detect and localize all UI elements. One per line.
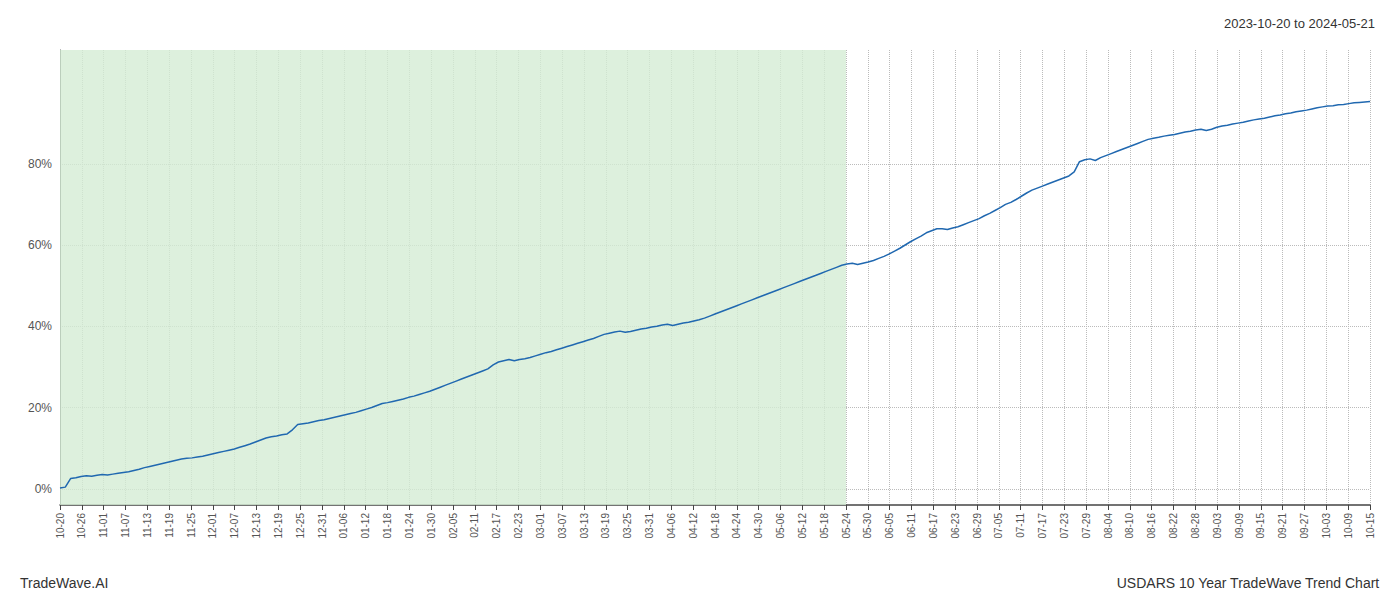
svg-text:06-17: 06-17 <box>928 513 939 539</box>
svg-text:12-19: 12-19 <box>273 513 284 539</box>
svg-text:USDARS 10 Year TradeWave Trend: USDARS 10 Year TradeWave Trend Chart <box>1117 575 1380 591</box>
svg-text:06-11: 06-11 <box>906 513 917 538</box>
svg-text:12-01: 12-01 <box>207 513 218 539</box>
svg-text:01-24: 01-24 <box>404 513 415 539</box>
svg-text:04-18: 04-18 <box>710 513 721 539</box>
svg-text:04-30: 04-30 <box>753 513 764 539</box>
svg-text:09-09: 09-09 <box>1234 513 1245 539</box>
svg-text:01-12: 01-12 <box>360 513 371 539</box>
svg-text:06-29: 06-29 <box>972 513 983 539</box>
svg-text:08-22: 08-22 <box>1168 513 1179 539</box>
svg-text:02-05: 02-05 <box>448 513 459 539</box>
svg-text:01-06: 01-06 <box>338 513 349 539</box>
svg-text:05-30: 05-30 <box>862 513 873 539</box>
svg-text:12-25: 12-25 <box>295 513 306 539</box>
svg-text:12-13: 12-13 <box>251 513 262 539</box>
svg-text:03-01: 03-01 <box>535 513 546 539</box>
svg-text:0%: 0% <box>35 482 53 496</box>
svg-text:02-17: 02-17 <box>491 513 502 539</box>
svg-text:60%: 60% <box>28 238 52 252</box>
svg-text:80%: 80% <box>28 157 52 171</box>
svg-text:05-06: 05-06 <box>775 513 786 539</box>
svg-text:08-16: 08-16 <box>1146 513 1157 539</box>
svg-text:TradeWave.AI: TradeWave.AI <box>20 575 108 591</box>
svg-text:03-13: 03-13 <box>579 513 590 539</box>
svg-text:04-06: 04-06 <box>666 513 677 539</box>
svg-text:09-21: 09-21 <box>1277 513 1288 539</box>
svg-text:20%: 20% <box>28 401 52 415</box>
svg-text:03-31: 03-31 <box>644 513 655 539</box>
svg-text:40%: 40% <box>28 319 52 333</box>
svg-text:06-23: 06-23 <box>950 513 961 539</box>
svg-text:11-07: 11-07 <box>120 513 131 538</box>
svg-text:07-11: 07-11 <box>1015 513 1026 538</box>
svg-text:02-23: 02-23 <box>513 513 524 539</box>
svg-text:02-11: 02-11 <box>469 513 480 538</box>
svg-text:03-07: 03-07 <box>557 513 568 539</box>
svg-text:01-30: 01-30 <box>426 513 437 539</box>
svg-text:09-03: 09-03 <box>1212 513 1223 539</box>
svg-text:12-07: 12-07 <box>229 513 240 539</box>
svg-text:10-09: 10-09 <box>1343 513 1354 539</box>
svg-text:08-10: 08-10 <box>1124 513 1135 539</box>
svg-text:07-05: 07-05 <box>993 513 1004 539</box>
svg-text:04-24: 04-24 <box>731 513 742 539</box>
svg-text:09-27: 09-27 <box>1299 513 1310 539</box>
svg-text:08-28: 08-28 <box>1190 513 1201 539</box>
svg-text:11-13: 11-13 <box>142 513 153 538</box>
svg-text:03-25: 03-25 <box>622 513 633 539</box>
svg-text:11-19: 11-19 <box>164 513 175 538</box>
svg-text:07-17: 07-17 <box>1037 513 1048 539</box>
svg-text:05-12: 05-12 <box>797 513 808 539</box>
svg-text:10-15: 10-15 <box>1365 513 1376 539</box>
svg-text:01-18: 01-18 <box>382 513 393 539</box>
svg-text:09-15: 09-15 <box>1255 513 1266 539</box>
svg-text:11-25: 11-25 <box>186 513 197 538</box>
svg-text:12-31: 12-31 <box>317 513 328 539</box>
svg-text:10-20: 10-20 <box>55 513 66 539</box>
svg-text:10-26: 10-26 <box>76 513 87 539</box>
svg-text:07-23: 07-23 <box>1059 513 1070 539</box>
svg-text:10-03: 10-03 <box>1321 513 1332 539</box>
svg-text:04-12: 04-12 <box>688 513 699 539</box>
svg-text:05-18: 05-18 <box>819 513 830 539</box>
svg-text:06-05: 06-05 <box>884 513 895 539</box>
svg-text:05-24: 05-24 <box>841 513 852 539</box>
svg-text:11-01: 11-01 <box>98 513 109 538</box>
svg-text:2023-10-20 to 2024-05-21: 2023-10-20 to 2024-05-21 <box>1224 16 1375 31</box>
svg-text:08-04: 08-04 <box>1103 513 1114 539</box>
svg-text:07-29: 07-29 <box>1081 513 1092 539</box>
svg-text:03-19: 03-19 <box>600 513 611 539</box>
